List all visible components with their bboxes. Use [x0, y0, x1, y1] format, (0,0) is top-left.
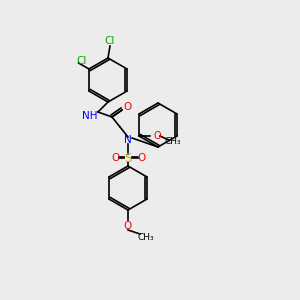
Text: S: S	[124, 152, 132, 164]
Text: O: O	[137, 153, 145, 163]
Text: O: O	[123, 102, 131, 112]
Text: Cl: Cl	[105, 36, 115, 46]
Text: NH: NH	[82, 111, 98, 121]
Text: O: O	[153, 131, 161, 141]
Text: N: N	[124, 135, 132, 145]
Text: Cl: Cl	[76, 56, 87, 66]
Text: O: O	[124, 221, 132, 231]
Text: O: O	[112, 153, 120, 163]
Text: CH₃: CH₃	[165, 137, 181, 146]
Text: CH₃: CH₃	[138, 232, 154, 242]
